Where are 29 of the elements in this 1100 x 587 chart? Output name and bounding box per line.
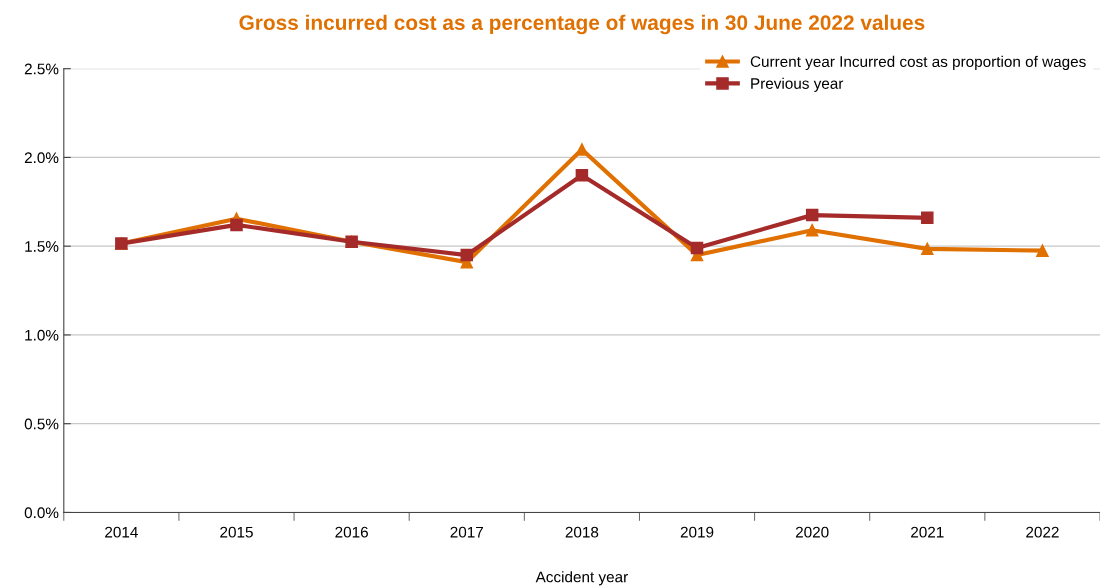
x-axis-title: Accident year [535,571,628,586]
point [575,143,589,156]
chart-title: Gross incurred cost as a percentage of wages in 30 June 2022 values [239,14,925,35]
point [921,211,934,225]
point [1036,244,1049,257]
point [575,168,589,182]
x-tick-label: 2022 [1026,526,1059,538]
y-tick-label: 2.5% [24,63,59,75]
point [230,218,243,232]
x-tick-label: 2014 [105,526,138,538]
y-tick-label: 1.0% [25,329,59,341]
x-tick-label: 2017 [450,526,483,538]
x-tick-label: 2018 [565,526,599,538]
y-tick-label: 2.0% [24,152,59,164]
x-tick-label: 2021 [911,526,944,538]
y-tick-label: 0.0% [24,507,59,519]
x-tick-label: 2015 [220,526,253,538]
y-tick-label: 0.5% [24,418,59,430]
point [690,241,704,255]
x-tick-label: 2019 [680,526,714,538]
x-tick-label: 2020 [795,526,829,538]
x-tick-label: 2016 [335,526,368,538]
y-tick-label: 1.5% [25,241,59,252]
point [805,223,819,237]
point [805,208,819,222]
legend-label: Current year Incurred cost as proportion of wages [750,55,1086,71]
point [921,242,934,256]
legend-label: Previous year [751,77,844,92]
point [460,248,474,262]
